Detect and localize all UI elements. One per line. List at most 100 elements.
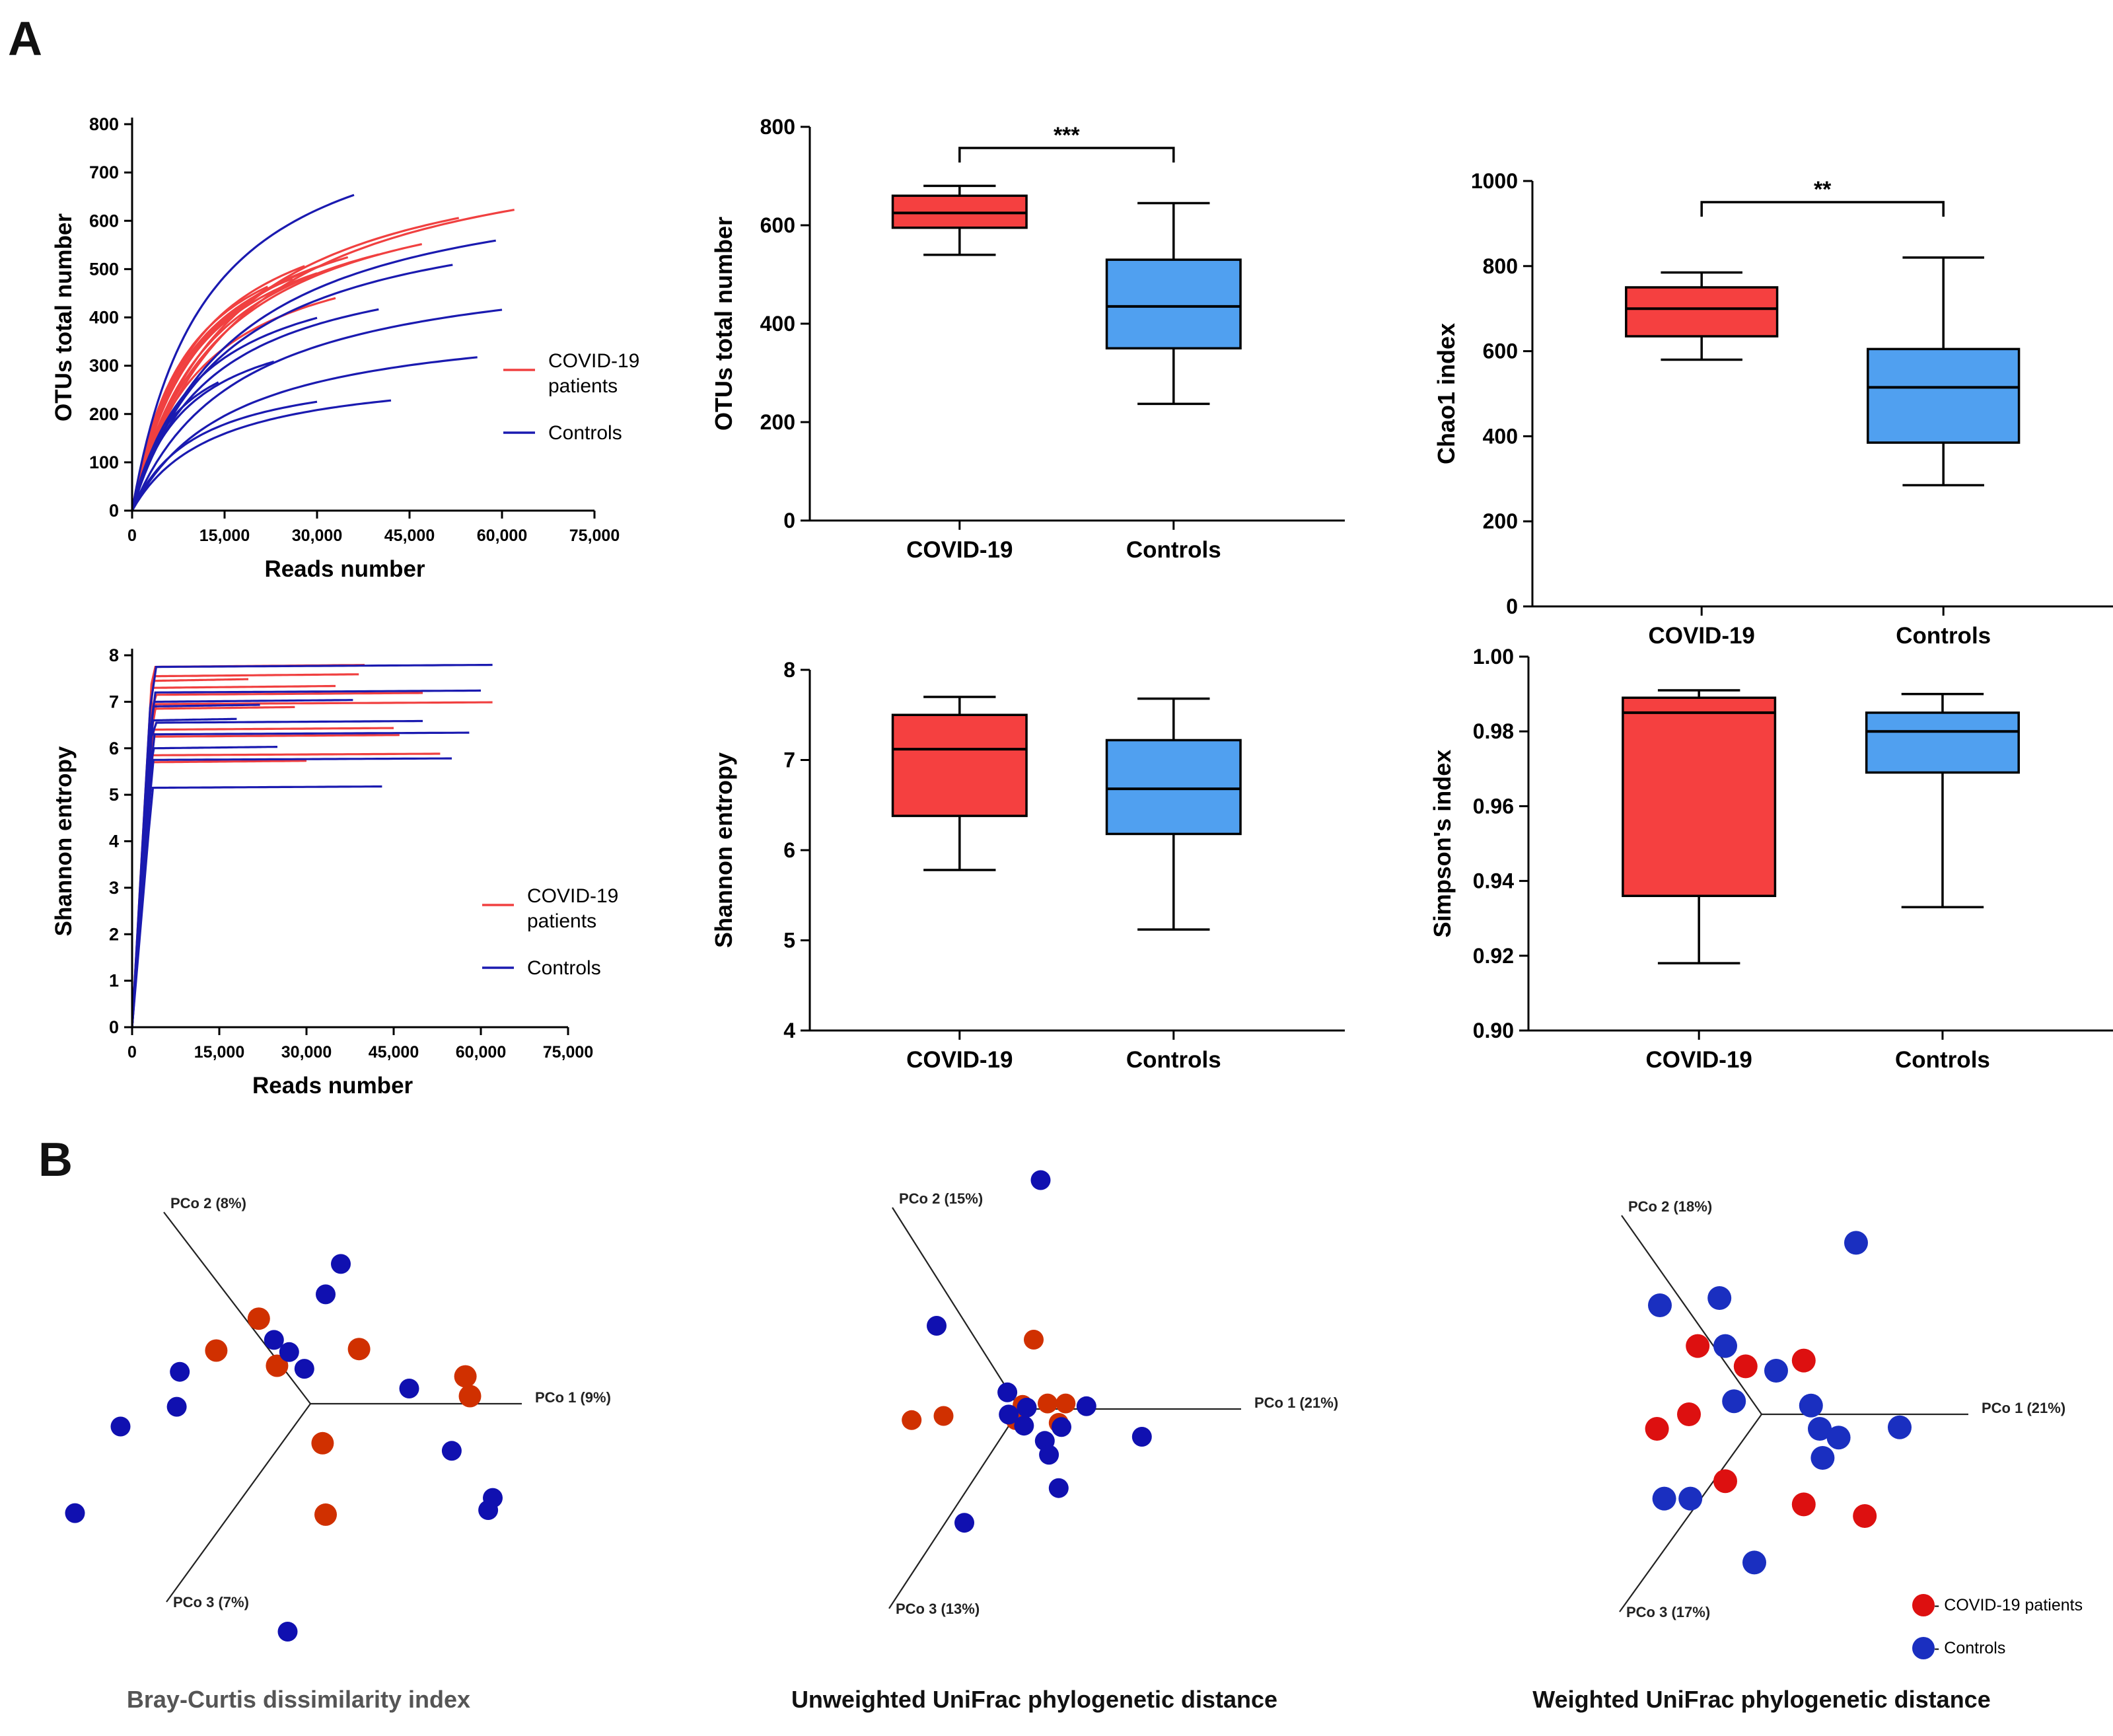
- pco3-axis: [888, 1408, 1021, 1609]
- series-line-covid-8: [131, 277, 293, 511]
- point-controls: [1810, 1446, 1835, 1470]
- series-line-controls-14: [131, 308, 503, 511]
- y-tick-label: 0.90: [1473, 1019, 1514, 1042]
- x-tick-label: 0: [127, 1043, 137, 1062]
- y-tick-label: 7: [783, 748, 795, 772]
- legend-label-covid: COVID-19: [527, 885, 618, 907]
- y-tick-label: 0: [783, 509, 795, 532]
- pco2-label: PCo 2 (15%): [899, 1190, 983, 1207]
- point-covid: [1791, 1492, 1816, 1517]
- y-axis-label: Chao1 index: [1433, 323, 1460, 464]
- box-covid: [891, 713, 1028, 817]
- box-simpson-chart: COVID-19 Controls 0.90 0.92 0.94 0.96 0.98 1.00…: [1420, 634, 2113, 1110]
- legend-label-controls: Controls: [527, 957, 601, 979]
- chart-title: Unweighted UniFrac phylogenetic distance: [791, 1686, 1277, 1713]
- point-covid: [1791, 1348, 1816, 1373]
- pco2-label: PCo 2 (18%): [1628, 1198, 1712, 1215]
- y-axis-label: OTUs total number: [710, 217, 737, 431]
- series-line-controls-20: [131, 785, 382, 1028]
- series-line-controls-15: [131, 731, 470, 1028]
- series-line-controls-11: [131, 194, 355, 511]
- y-tick-label: 800: [89, 114, 119, 134]
- point-covid: [1686, 1334, 1710, 1358]
- category-label: COVID-19: [906, 1047, 1013, 1073]
- y-tick-label: 500: [89, 259, 119, 279]
- series-line-covid-7: [131, 734, 400, 1028]
- point-controls: [1017, 1397, 1037, 1418]
- point-covid: [902, 1410, 922, 1430]
- point-covid: [247, 1307, 270, 1330]
- y-tick-label: 100: [89, 452, 119, 472]
- series-line-controls-12: [131, 239, 496, 511]
- y-tick-label: 1.00: [1473, 645, 1514, 669]
- series-line-controls-12: [131, 689, 482, 1028]
- y-axis-label: Shannon entropy: [51, 746, 77, 936]
- x-tick-label: 15,000: [199, 526, 250, 545]
- category-label: Controls: [1126, 1047, 1221, 1073]
- box-otu-chart: COVID-19 Controls 0 200 400 600 800 OTUs total …: [694, 99, 1387, 614]
- y-tick-label: 5: [109, 785, 119, 805]
- x-axis-label: Reads number: [264, 556, 425, 582]
- category-label: Controls: [1126, 537, 1221, 563]
- chart-title: Bray-Curtis dissimilarity index: [127, 1686, 470, 1713]
- series-line-covid-9: [131, 285, 269, 511]
- series-line-covid-2: [131, 684, 336, 1028]
- box-controls: [1865, 711, 2020, 774]
- series-line-covid-9: [131, 760, 307, 1028]
- significance-label: ***: [1054, 123, 1080, 148]
- point-covid: [933, 1406, 954, 1426]
- pco3-axis: [1619, 1414, 1762, 1612]
- pco1-label: PCo 1 (9%): [535, 1389, 611, 1406]
- x-tick-label: 30,000: [281, 1043, 332, 1062]
- y-tick-label: 400: [1483, 424, 1518, 448]
- pco2-axis: [1621, 1215, 1762, 1415]
- series-line-controls-18: [131, 381, 219, 511]
- y-tick-label: 700: [89, 163, 119, 182]
- category-label: COVID-19: [1648, 623, 1754, 649]
- y-tick-label: 5: [783, 929, 795, 953]
- series-line-controls-18: [131, 717, 237, 1028]
- point-controls: [997, 1382, 1018, 1402]
- series-line-controls-13: [131, 264, 453, 511]
- x-tick-label: 15,000: [194, 1043, 244, 1062]
- point-covid: [1038, 1393, 1057, 1414]
- y-tick-label: 2: [109, 924, 119, 944]
- y-tick-label: 600: [1483, 340, 1518, 363]
- chart-title: Weighted UniFrac phylogenetic distance: [1532, 1686, 1990, 1713]
- point-controls: [65, 1503, 85, 1523]
- x-tick-label: 60,000: [456, 1043, 506, 1062]
- point-controls: [316, 1284, 336, 1305]
- series-line-covid-10: [131, 297, 336, 511]
- series-line-controls-21: [131, 400, 318, 511]
- series-line-covid-3: [131, 692, 423, 1028]
- point-controls: [1652, 1486, 1676, 1511]
- point-controls: [1052, 1417, 1071, 1437]
- box-controls: [1867, 347, 2021, 444]
- point-controls: [999, 1404, 1019, 1425]
- y-axis-label: OTUs total number: [51, 213, 77, 421]
- x-tick-label: 0: [127, 526, 137, 545]
- y-axis-label: Simpson's index: [1429, 750, 1456, 938]
- pco3-label: PCo 3 (7%): [173, 1594, 249, 1610]
- pco3-label: PCo 3 (17%): [1626, 1604, 1710, 1620]
- y-tick-label: 4: [783, 1019, 795, 1042]
- point-controls: [1131, 1427, 1152, 1447]
- point-controls: [1764, 1359, 1788, 1383]
- significance-label: **: [1814, 177, 1832, 202]
- point-covid: [347, 1338, 371, 1361]
- y-tick-label: 7: [109, 692, 119, 711]
- y-tick-label: 600: [760, 213, 795, 237]
- series-line-covid-6: [131, 265, 305, 511]
- point-controls: [1722, 1389, 1746, 1414]
- legend-label-covid-2: patients: [548, 375, 618, 397]
- series-line-controls-19: [131, 356, 478, 511]
- x-tick-label: 30,000: [292, 526, 342, 545]
- y-tick-label: 200: [760, 410, 795, 434]
- pcoa-weighted-chart: PCo 1 (21%) PCo 2 (18%) PCo 3 (17%) Weighte…: [1408, 1110, 2113, 1733]
- point-covid: [458, 1385, 482, 1408]
- series-line-controls-14: [131, 704, 260, 1028]
- y-tick-label: 0: [1506, 595, 1518, 618]
- y-tick-label: 6: [783, 838, 795, 862]
- box-shannon-chart: COVID-19 Controls 4 5 6 7 8 Shannon entropy: [694, 634, 1387, 1110]
- legend-label-covid: COVID-19: [548, 350, 639, 372]
